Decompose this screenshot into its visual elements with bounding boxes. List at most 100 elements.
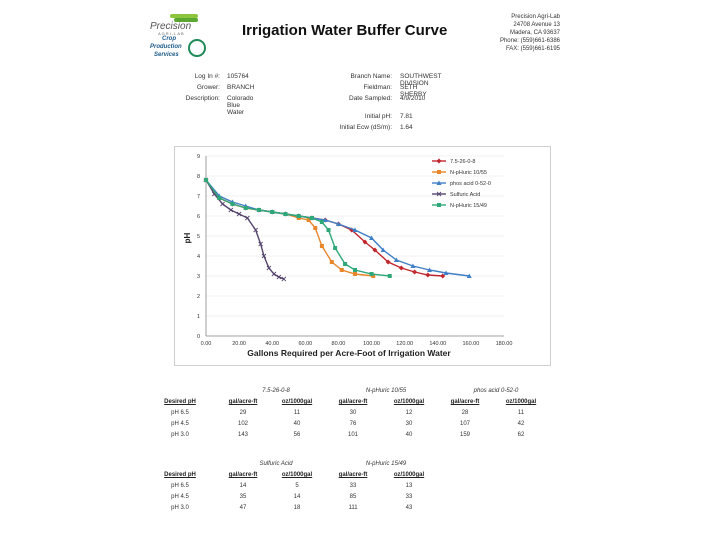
data-point	[466, 273, 472, 278]
x-axis-label: Gallons Required per Acre-Foot of Irriga…	[247, 348, 451, 358]
col-header: oz/1000gal	[281, 472, 313, 478]
data-point	[245, 215, 250, 221]
data-point	[319, 220, 324, 224]
x-tick-label: 80.00	[332, 341, 346, 347]
data-point	[326, 228, 331, 232]
data-point	[369, 272, 374, 276]
data-point	[253, 227, 258, 233]
table-cell: 5	[295, 483, 299, 489]
col-header: oz/1000gal	[281, 399, 313, 405]
table-cell: 35	[239, 494, 247, 500]
table-cell: 143	[237, 432, 248, 438]
data-point	[436, 191, 442, 197]
address-line: FAX: (559)661-6195	[505, 46, 560, 52]
branch-value: SOUTHWEST DIVISION	[400, 73, 442, 87]
table-cell: 28	[461, 410, 469, 416]
page-title: Irrigation Water Buffer Curve	[242, 22, 448, 39]
series-line	[205, 179, 470, 277]
data-point	[271, 271, 277, 277]
initial-ph-label: Initial pH:	[364, 113, 392, 120]
table-cell: 14	[239, 483, 247, 489]
data-point	[380, 247, 386, 252]
chart-grid	[206, 155, 504, 337]
x-tick-label: 180.00	[496, 341, 513, 347]
logo-top-text: Precision	[150, 21, 192, 32]
data-point	[220, 201, 225, 207]
login-value: 105764	[227, 73, 249, 80]
table-cell: 33	[405, 494, 413, 500]
row-label: pH 3.0	[171, 432, 189, 438]
row-label: pH 4.5	[171, 421, 189, 427]
table-cell: 40	[293, 421, 301, 427]
x-tick-label: 160.00	[462, 341, 479, 347]
col-header: gal/acre-ft	[228, 399, 258, 405]
col-header: gal/acre-ft	[338, 472, 368, 478]
data-point	[333, 246, 338, 250]
chart-series	[203, 177, 472, 282]
col-header: oz/1000gal	[393, 472, 425, 478]
grower-value: BRANCH	[227, 84, 255, 91]
table-cell: 43	[405, 505, 413, 511]
data-point	[256, 208, 261, 212]
legend-item: N-pHuric 10/55	[432, 170, 487, 176]
data-point	[353, 272, 357, 276]
table-cell: 29	[239, 410, 247, 416]
desired-ph-header: Desired pH	[164, 472, 196, 478]
chart-axes: 0 1 2 3 4 5 6 7 8 9 0.00 20.00 40.00 60.00 80.00 100.00…	[197, 154, 512, 347]
data-point	[353, 268, 357, 272]
col-header: gal/acre-ft	[338, 399, 368, 405]
x-tick-label: 60.00	[298, 341, 312, 347]
table-cell: 47	[239, 505, 247, 511]
data-point	[339, 268, 344, 272]
y-tick-label: 3	[197, 274, 200, 280]
legend-label: N-pHuric 15/49	[450, 203, 487, 209]
row-label: pH 6.5	[171, 483, 189, 489]
data-point	[281, 276, 287, 282]
data-point	[352, 227, 358, 232]
y-axis-label: pH	[183, 232, 192, 243]
data-point	[276, 274, 282, 280]
data-point	[322, 217, 328, 222]
legend-label: Sulfuric Acid	[450, 192, 480, 198]
desired-ph-header: Desired pH	[164, 399, 196, 405]
group-name: N-pHuric 15/49	[365, 461, 407, 467]
table-cell: 11	[517, 410, 525, 416]
legend-item: Sulfuric Acid	[432, 191, 480, 198]
data-point	[335, 221, 341, 226]
series-line	[205, 179, 443, 277]
table-cell: 102	[237, 421, 248, 427]
data-point	[309, 216, 314, 220]
data-point	[261, 253, 267, 259]
data-point	[385, 259, 391, 265]
y-tick-label: 5	[197, 234, 200, 240]
group-name: Sulfuric Acid	[259, 461, 293, 467]
legend-item: 7.5-26-0-8	[432, 158, 475, 165]
series-line	[205, 179, 390, 277]
data-point	[236, 211, 242, 217]
table-cell: 159	[459, 432, 470, 438]
table-cell: 42	[517, 421, 525, 427]
data-point	[270, 210, 275, 214]
table-cell: 14	[293, 494, 301, 500]
address-line: Madera, CA 93637	[509, 30, 560, 36]
description-value: Colorado Blue Water	[227, 95, 254, 116]
row-label: pH 6.5	[171, 410, 189, 416]
buffer-curve-chart: 0 1 2 3 4 5 6 7 8 9 0.00 20.00 40.00 60.00 80.00 100.00…	[183, 154, 512, 358]
logo-circle-icon	[188, 39, 206, 57]
data-point	[393, 257, 399, 262]
initial-ecw-label: Initial Ecw (dS/m):	[339, 124, 392, 131]
address-line: Phone: (559)661-6386	[499, 38, 560, 44]
data-point	[410, 263, 416, 268]
data-point	[425, 272, 431, 278]
grower-label: Grower:	[196, 84, 220, 91]
data-point	[319, 244, 324, 248]
legend-label: 7.5-26-0-8	[450, 159, 475, 165]
x-tick-label: 100.00	[363, 341, 380, 347]
data-point	[258, 241, 263, 247]
login-label: Log In #:	[194, 73, 220, 80]
y-tick-label: 7	[197, 194, 200, 200]
data-point	[362, 239, 368, 245]
table-cell: 111	[348, 505, 358, 511]
data-point	[217, 196, 222, 200]
y-tick-label: 1	[197, 314, 200, 320]
